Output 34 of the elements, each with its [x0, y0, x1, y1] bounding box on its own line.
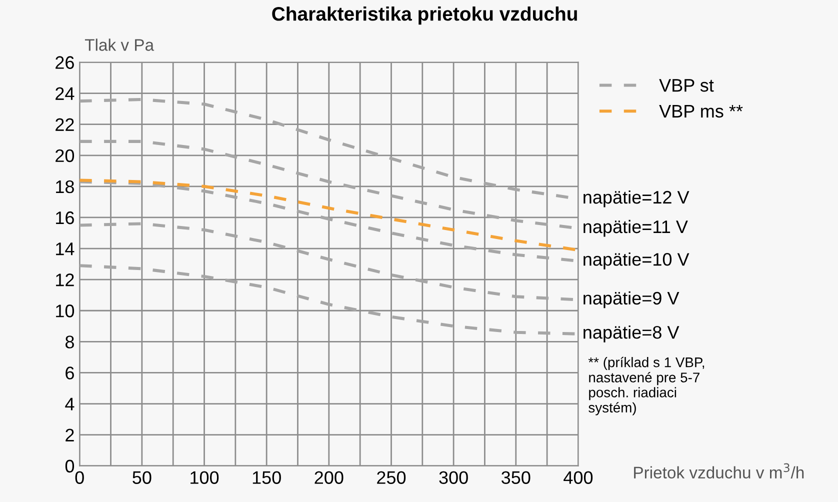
y-tick-label: 18: [56, 180, 74, 194]
text: napätie=8 V: [584, 325, 680, 342]
x-axis-title: Prietok vzduchu v m$^{3}$/h: [634, 463, 804, 478]
x-tick-label: 350: [502, 471, 530, 484]
y-tick-label: 0: [65, 460, 74, 473]
y-tick-label: 12: [56, 274, 74, 286]
y-tick-label: 26: [56, 56, 74, 69]
y-tick-label: 14: [56, 242, 74, 256]
text: napätie=12 V: [584, 190, 690, 208]
y-axis-title: Tlak v Pa: [84, 38, 154, 51]
text: napätie=11 V: [584, 220, 688, 237]
text: ** (príklad s 1 VBP, nastavené pre 5-7 posch. riadiaci systém): [588, 356, 704, 416]
legend-label: VBP st: [659, 79, 714, 92]
x-tick-label: 50: [132, 471, 152, 484]
x-tick-label: 250: [377, 471, 406, 484]
x-tick-label: 100: [190, 471, 219, 484]
y-tick-label: 4: [65, 398, 74, 410]
y-tick-label: 6: [66, 366, 74, 380]
y-tick-label: 10: [56, 304, 74, 318]
y-tick-label: 24: [56, 87, 74, 100]
legend-label: VBP ms **: [659, 105, 743, 118]
chart-title: Charakteristika prietoku vzduchu: [272, 6, 577, 25]
y-tick-label: 20: [56, 149, 74, 162]
x-tick-label: 150: [252, 471, 281, 484]
text: napätie=9 V: [584, 291, 680, 308]
y-tick-label: 2: [66, 428, 74, 442]
y-tick-label: 22: [56, 118, 74, 131]
x-tick-label: 400: [564, 471, 593, 484]
text: napätie=10 V: [584, 252, 690, 270]
y-tick-label: 8: [65, 336, 74, 348]
x-tick-label: 200: [314, 471, 344, 484]
x-tick-label: 300: [439, 471, 468, 484]
x-tick-label: 0: [75, 471, 84, 484]
y-tick-label: 16: [56, 211, 74, 224]
